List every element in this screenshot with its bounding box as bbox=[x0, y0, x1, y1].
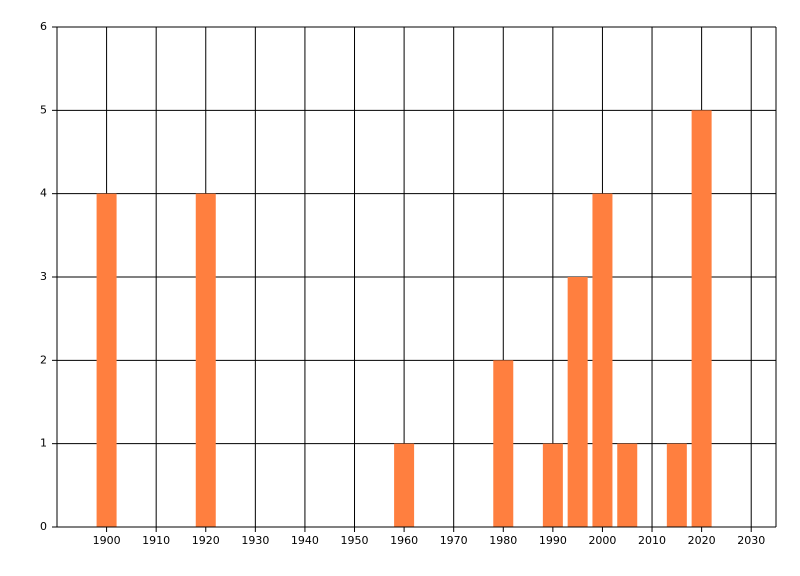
x-tick-label: 1940 bbox=[291, 534, 319, 547]
bar bbox=[592, 193, 613, 527]
x-tick-label: 2030 bbox=[737, 534, 765, 547]
bar bbox=[493, 360, 514, 527]
bar bbox=[666, 443, 687, 527]
bar bbox=[96, 193, 117, 527]
y-tick-label: 2 bbox=[40, 353, 47, 366]
x-tick-label: 2020 bbox=[688, 534, 716, 547]
bar bbox=[617, 443, 638, 527]
y-tick-label: 5 bbox=[40, 103, 47, 116]
x-tick-label: 1980 bbox=[489, 534, 517, 547]
x-tick-label: 2000 bbox=[588, 534, 616, 547]
x-tick-label: 2010 bbox=[638, 534, 666, 547]
y-tick-label: 3 bbox=[40, 270, 47, 283]
bar bbox=[394, 443, 415, 527]
x-tick-label: 1930 bbox=[241, 534, 269, 547]
bar bbox=[195, 193, 216, 527]
bar bbox=[691, 110, 712, 527]
x-tick-label: 1910 bbox=[142, 534, 170, 547]
x-tick-label: 1950 bbox=[341, 534, 369, 547]
y-tick-label: 0 bbox=[40, 520, 47, 533]
x-tick-label: 1960 bbox=[390, 534, 418, 547]
x-tick-label: 1970 bbox=[440, 534, 468, 547]
bar bbox=[542, 443, 563, 527]
y-tick-label: 1 bbox=[40, 437, 47, 450]
y-tick-label: 4 bbox=[40, 187, 47, 200]
bar bbox=[567, 277, 588, 527]
x-tick-label: 1990 bbox=[539, 534, 567, 547]
y-tick-label: 6 bbox=[40, 20, 47, 33]
x-tick-label: 1900 bbox=[93, 534, 121, 547]
x-tick-label: 1920 bbox=[192, 534, 220, 547]
